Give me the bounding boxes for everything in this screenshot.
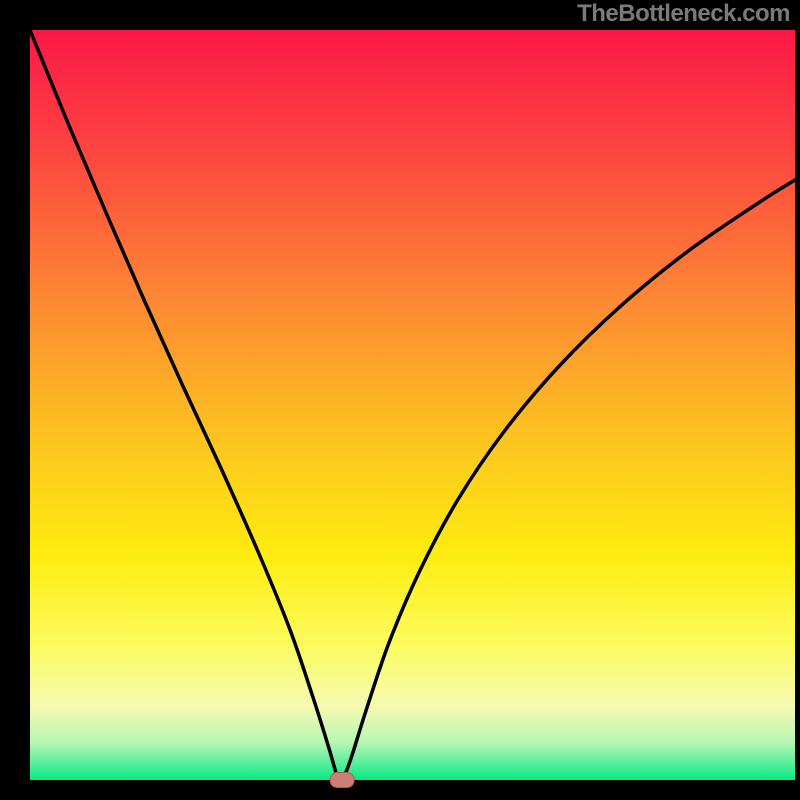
plot-background [30, 30, 795, 780]
minimum-marker [330, 773, 354, 788]
chart-container: TheBottleneck.com [0, 0, 800, 800]
watermark-label: TheBottleneck.com [577, 0, 790, 28]
bottleneck-chart [0, 0, 800, 800]
